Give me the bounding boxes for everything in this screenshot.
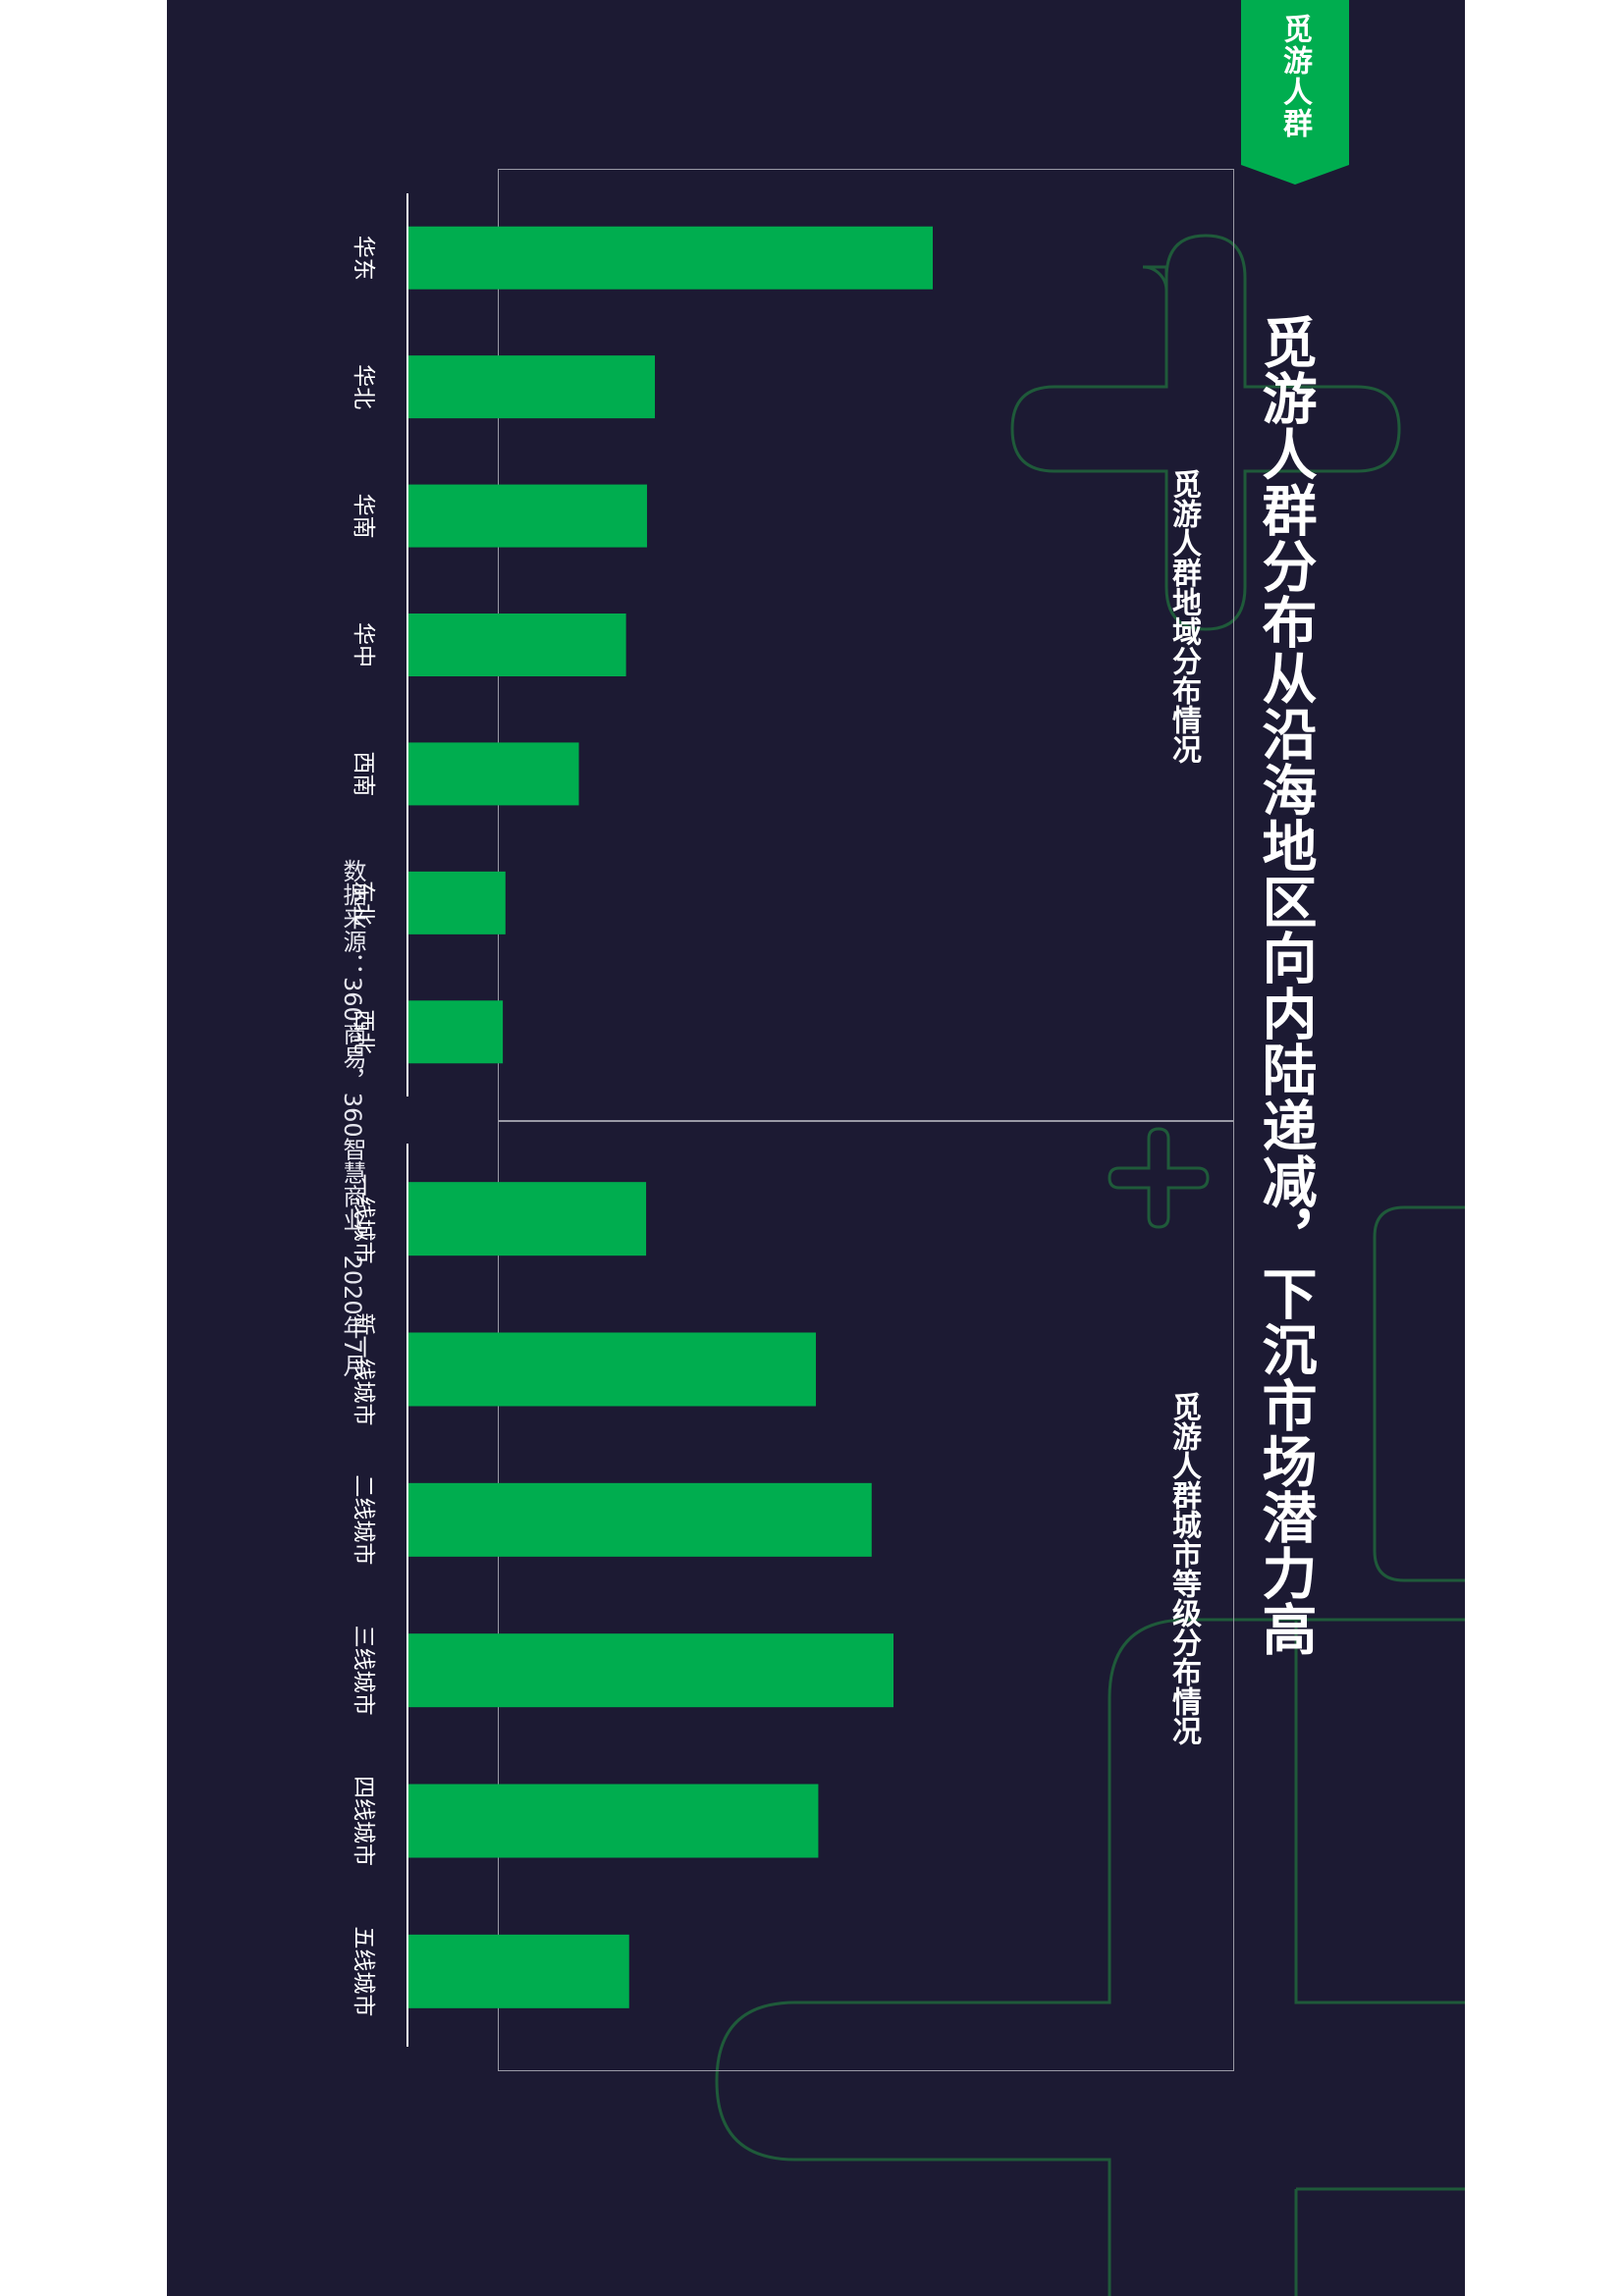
city-tier-bar-4	[408, 1633, 893, 1708]
decor-cross-bottom	[715, 1618, 1465, 2296]
region-category-label-5: 西南	[351, 751, 376, 796]
region-category-label-4: 华中	[351, 622, 376, 667]
city-tier-bar-6	[408, 1934, 629, 2008]
region-bar-2	[408, 355, 655, 419]
city-tier-category-label-4: 三线城市	[351, 1626, 376, 1716]
region-category-label-7: 西北	[351, 1009, 376, 1054]
city-tier-category-label-3: 二线城市	[351, 1474, 376, 1565]
region-category-label-3: 华南	[351, 494, 376, 539]
city-tier-category-label-5: 四线城市	[351, 1776, 376, 1866]
region-category-label-2: 华北	[351, 364, 376, 409]
decorative-cross-pattern	[715, 234, 1465, 2296]
decor-cross-top	[1010, 234, 1401, 631]
city-tier-category-label-2: 新一线城市	[351, 1313, 376, 1426]
region-bar-4	[408, 614, 626, 676]
city-tier-chart-title: 觅游人群城市等级分布情况	[1166, 1392, 1201, 1745]
decor-cross-small	[1108, 1127, 1210, 1229]
city-tier-bar-1	[408, 1182, 647, 1256]
city-tier-category-label-1: 一线城市	[351, 1174, 376, 1264]
decor-cross-right	[1373, 1205, 1465, 1582]
region-category-label-1: 华东	[351, 236, 376, 281]
city-tier-bar-5	[408, 1784, 819, 1858]
region-category-label-6: 东北	[351, 881, 376, 926]
region-bar-5	[408, 742, 579, 806]
region-bar-6	[408, 871, 506, 934]
city-tier-category-label-6: 五线城市	[351, 1926, 376, 2016]
city-tier-chart-panel	[498, 1121, 1234, 2071]
report-page: 觅游人群 觅游人群分布从沿海地区向内陆递减，下沉市场潜力高 数据来源：360商易…	[167, 0, 1465, 2296]
region-bar-1	[408, 226, 933, 290]
section-tag-label: 觅游人群	[1277, 14, 1312, 139]
data-source-note: 数据来源：360商易，360智慧商业，2020年7月	[339, 859, 366, 1377]
page-title: 觅游人群分布从沿海地区向内陆递减，下沉市场潜力高	[1253, 314, 1317, 1657]
region-bar-7	[408, 1000, 504, 1064]
region-chart-title: 觅游人群地域分布情况	[1166, 469, 1201, 764]
section-tag	[1241, 0, 1349, 185]
city-tier-bar-3	[408, 1482, 872, 1557]
city-tier-bar-2	[408, 1332, 816, 1407]
region-bar-3	[408, 484, 647, 548]
